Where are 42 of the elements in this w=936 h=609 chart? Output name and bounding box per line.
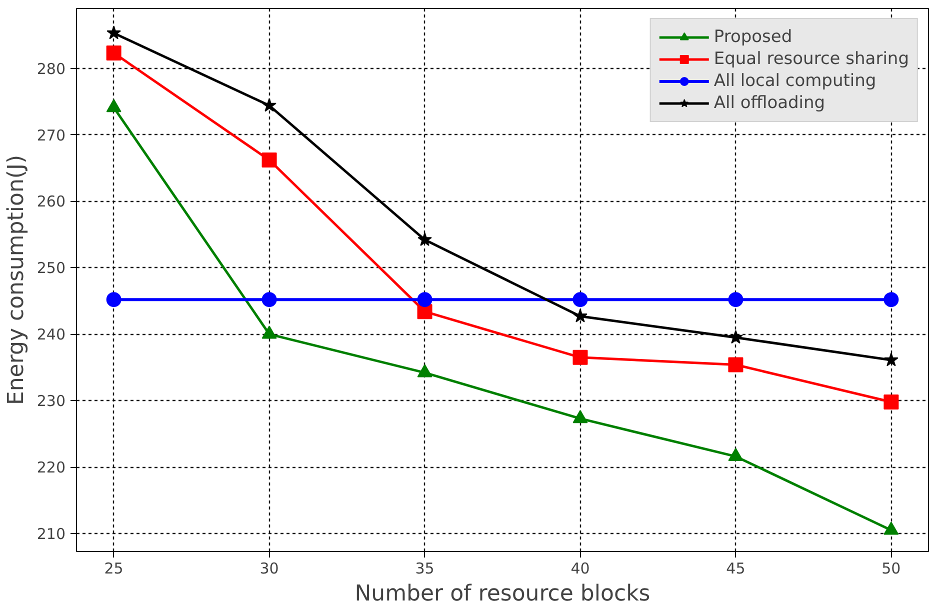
point	[106, 26, 121, 40]
x-tick-label: 40	[570, 560, 590, 578]
y-tick-label: 220	[36, 458, 66, 477]
point	[418, 232, 432, 246]
y-tick-label: 230	[36, 392, 66, 410]
x-tick-label: 45	[726, 560, 746, 578]
y-tick-label: 240	[36, 326, 66, 344]
point	[884, 522, 899, 535]
point	[106, 46, 122, 61]
legend-label: Equal resource sharing	[714, 49, 909, 69]
point	[572, 350, 588, 365]
point	[262, 98, 276, 112]
point	[728, 357, 744, 372]
point	[572, 292, 588, 308]
point	[572, 410, 588, 424]
x-axis-title: Number of resource blocks	[354, 582, 650, 606]
y-axis-title: Energy consumption(J)	[4, 154, 29, 406]
x-tick-label: 35	[415, 560, 434, 578]
point	[728, 330, 743, 344]
point	[262, 292, 277, 308]
y-tick-label: 210	[36, 525, 66, 544]
point	[728, 292, 744, 308]
point	[884, 292, 899, 308]
point	[884, 352, 898, 366]
point	[106, 292, 122, 308]
x-tick-label: 25	[104, 560, 124, 578]
point	[884, 394, 899, 410]
legend-label: All local computing	[714, 71, 876, 91]
legend-label: Proposed	[714, 27, 792, 47]
point	[262, 152, 277, 168]
y-tick-label: 270	[36, 126, 66, 144]
legend-label: All offloading	[714, 93, 826, 113]
y-tick-label: 250	[36, 259, 66, 278]
point	[417, 364, 432, 378]
point	[728, 448, 744, 461]
x-tick-label: 50	[882, 560, 901, 578]
point	[262, 326, 277, 339]
point	[573, 308, 588, 322]
point	[417, 292, 432, 308]
x-tick-label: 30	[260, 560, 279, 578]
y-tick-label: 260	[36, 192, 66, 211]
y-tick-label: 280	[36, 60, 66, 78]
